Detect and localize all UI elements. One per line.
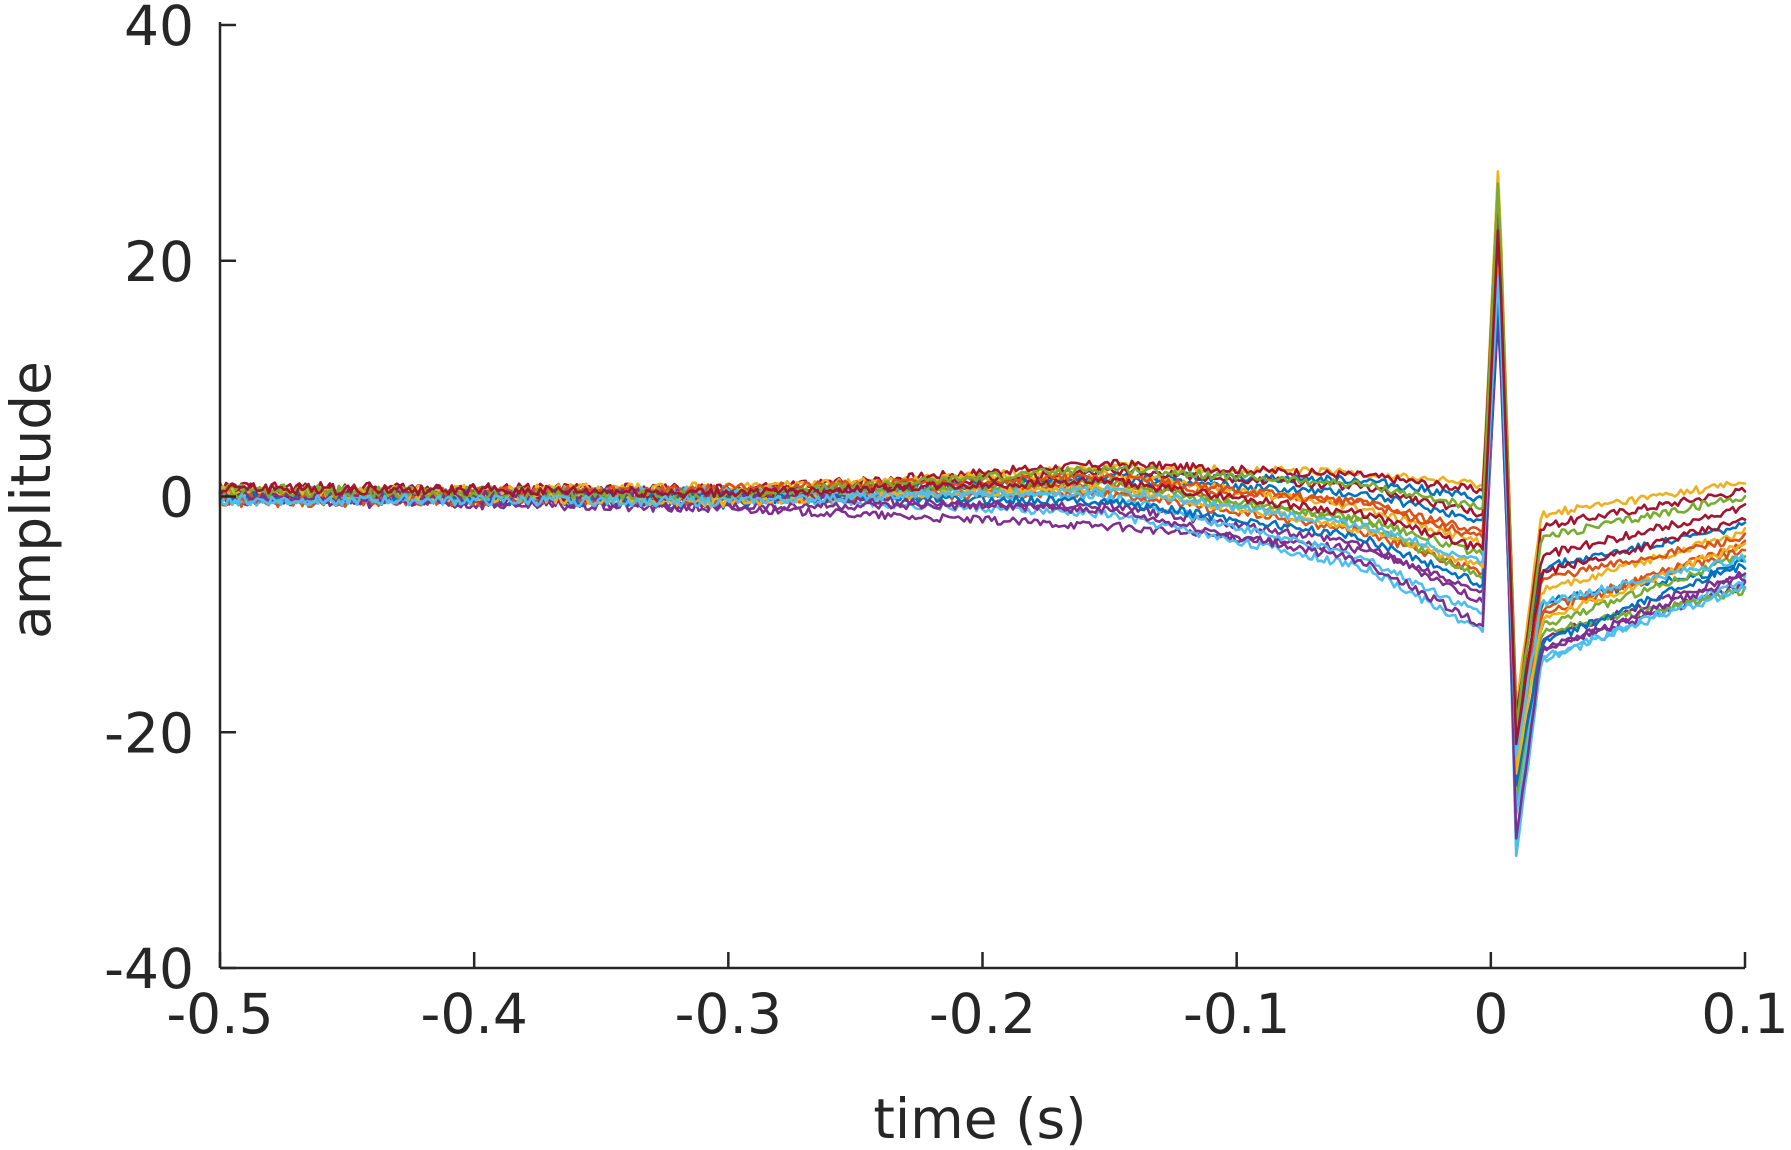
trace-line	[218, 170, 1747, 711]
y-tick-label: 40	[124, 0, 194, 58]
x-tick-label: 0.1	[1701, 982, 1788, 1046]
y-tick-label: 20	[124, 230, 194, 294]
y-tick-label: -40	[104, 937, 194, 1001]
y-axis-label: amplitude	[0, 361, 63, 639]
x-tick-label: -0.5	[166, 982, 273, 1046]
y-tick-label: 0	[159, 466, 194, 530]
trace-line	[218, 229, 1747, 746]
axes: -40 -20 0 20 40 -0.5 -0.4 -0.3 -0.2 -0.1 0 0.1	[104, 0, 1789, 1046]
trace-series-group	[218, 170, 1747, 858]
trace-line	[218, 187, 1747, 722]
x-tick-label: -0.1	[1183, 982, 1290, 1046]
x-tick-label: 0	[1473, 982, 1508, 1046]
x-tick-label: -0.3	[675, 982, 782, 1046]
trace-line	[218, 182, 1747, 728]
x-axis-label: time (s)	[873, 1087, 1086, 1150]
x-tick-label: -0.4	[421, 982, 528, 1046]
trace-line	[218, 199, 1747, 716]
trace-line	[218, 275, 1747, 758]
x-tick-label: -0.2	[929, 982, 1036, 1046]
trace-line	[218, 290, 1747, 734]
y-tick-label: -20	[104, 701, 194, 765]
